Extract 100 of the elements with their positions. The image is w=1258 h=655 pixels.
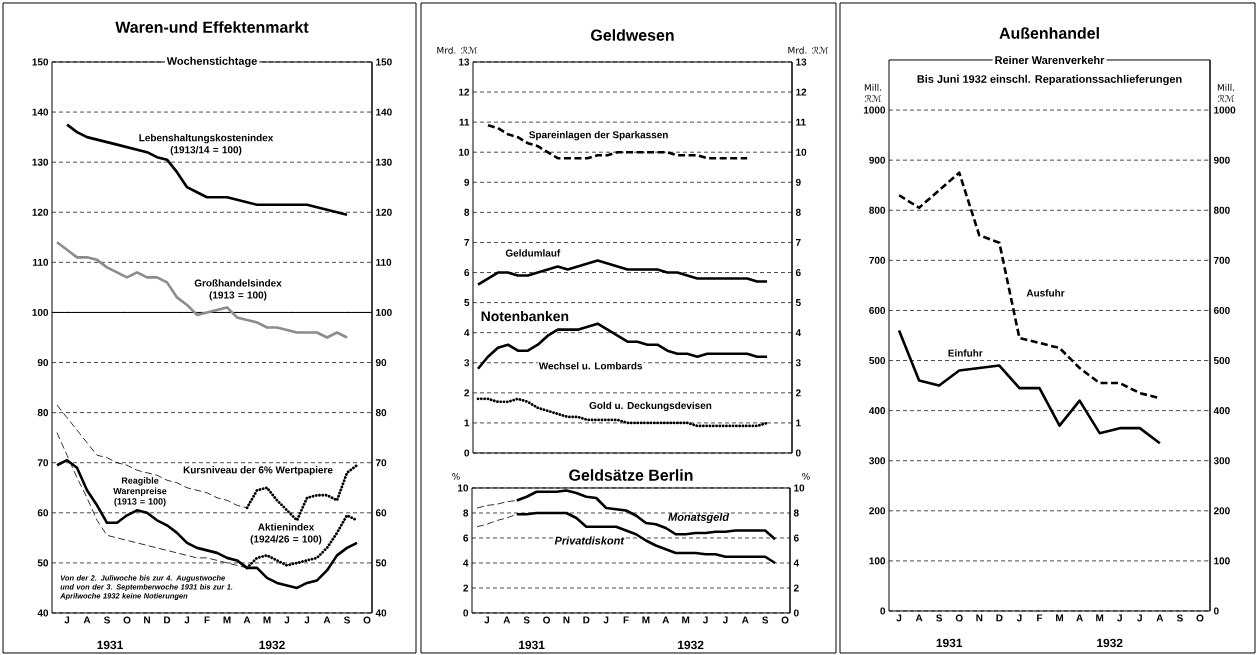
x-tick-label: J bbox=[603, 616, 609, 624]
x-tick-label: J bbox=[1137, 614, 1142, 622]
y2-tick-label: 0 bbox=[1213, 607, 1219, 615]
series-label: Ausfuhr bbox=[1026, 289, 1065, 297]
y2-tick-label: 130 bbox=[376, 158, 392, 166]
x-tick-label: A bbox=[243, 616, 251, 624]
y2-tick-label: 110 bbox=[376, 258, 392, 266]
y-tick-label: 0 bbox=[464, 449, 470, 457]
y-tick-label: 8 bbox=[464, 208, 470, 216]
x-tick-label: J bbox=[304, 616, 310, 624]
x-tick-label: A bbox=[915, 614, 923, 622]
x-tick-label: S bbox=[762, 616, 769, 624]
y-tick-label: 40 bbox=[37, 609, 49, 617]
text: 1931 bbox=[519, 640, 545, 650]
y2-tick-label: 8 bbox=[793, 509, 799, 517]
y2-tick-label: 7 bbox=[795, 239, 801, 246]
series-label: Geldumlauf bbox=[505, 249, 561, 257]
annotation: Notenbanken bbox=[481, 311, 569, 322]
chart-title: Waren-und Effektenmarkt bbox=[115, 21, 309, 33]
y2-tick-label: 2 bbox=[793, 584, 799, 592]
x-tick-label: N bbox=[563, 616, 570, 624]
series-label: Aktienindex (1924/26 = 100) bbox=[250, 523, 322, 545]
text: 1932 bbox=[678, 640, 704, 650]
y2-tick-label: 200 bbox=[1213, 507, 1230, 515]
y-axis-title: % bbox=[452, 473, 460, 480]
x-tick-label: J bbox=[284, 616, 290, 624]
y-tick-label: 110 bbox=[33, 258, 49, 266]
series-label: Monatsgeld bbox=[668, 512, 730, 524]
y2-tick-label: 0 bbox=[795, 449, 801, 457]
series-label: Lebenshaltungskostenindex (1913/14 = 100) bbox=[139, 134, 274, 156]
y2-tick-label: 1 bbox=[796, 419, 801, 427]
y-tick-label: 5 bbox=[464, 299, 470, 307]
y-tick-label: 9 bbox=[464, 178, 470, 186]
y2-tick-label: 3 bbox=[795, 359, 801, 367]
x-tick-label: O bbox=[955, 614, 963, 622]
y2-tick-label: 100 bbox=[376, 308, 392, 316]
y-tick-label: 800 bbox=[869, 206, 886, 214]
x-tick-label: S bbox=[103, 616, 110, 624]
x-tick-label: S bbox=[936, 614, 943, 622]
y2-tick-label: 12 bbox=[796, 88, 807, 96]
y2-tick-label: 300 bbox=[1213, 457, 1230, 465]
y-tick-label: 70 bbox=[37, 459, 49, 467]
x-tick-label: N bbox=[976, 614, 983, 622]
x-tick-label: O bbox=[363, 616, 371, 624]
text: 1931 bbox=[97, 640, 123, 650]
series-label: Spareinlagen der Sparkassen bbox=[529, 131, 668, 141]
y2-tick-label: 500 bbox=[1213, 357, 1230, 365]
y2-tick-label: 900 bbox=[1213, 156, 1230, 164]
text: 1931 bbox=[936, 638, 963, 648]
x-tick-label: M bbox=[682, 616, 690, 624]
y-tick-label: 150 bbox=[32, 58, 49, 66]
chart-title: Geldsätze Berlin bbox=[569, 469, 693, 481]
x-tick-label: J bbox=[896, 614, 902, 622]
x-tick-label: J bbox=[722, 616, 728, 624]
x-tick-label: S bbox=[343, 616, 350, 624]
y-tick-label: 10 bbox=[459, 148, 470, 156]
x-tick-label: D bbox=[996, 614, 1003, 622]
y-tick-label: 4 bbox=[463, 559, 469, 567]
y2-tick-label: 8 bbox=[795, 208, 801, 216]
y-tick-label: 1 bbox=[464, 419, 470, 427]
x-tick-label: A bbox=[1076, 614, 1083, 622]
x-tick-label: J bbox=[64, 616, 70, 624]
y-tick-label: 8 bbox=[463, 509, 469, 517]
y2-tick-label: 60 bbox=[375, 509, 387, 517]
y-tick-label: 7 bbox=[464, 239, 470, 246]
y2-tick-label: 4 bbox=[793, 559, 800, 567]
y2-tick-label: 150 bbox=[376, 58, 392, 66]
text: 1932 bbox=[1097, 638, 1123, 648]
y2-tick-label: 2 bbox=[795, 389, 801, 397]
annotation: Bis Juni 1932 einschl. Reparationssachlieferungen bbox=[917, 74, 1182, 86]
y2-tick-label: 40 bbox=[375, 609, 387, 617]
y-tick-label: 2 bbox=[463, 584, 469, 592]
y-tick-label: 130 bbox=[32, 158, 49, 166]
y-tick-label: 600 bbox=[869, 306, 886, 314]
y2-tick-label: 5 bbox=[795, 299, 801, 307]
series-label: Einfuhr bbox=[948, 349, 983, 357]
series-label: Gold u. Deckungsdevisen bbox=[589, 401, 712, 412]
y-tick-label: 1000 bbox=[863, 106, 886, 114]
y2-tick-label: 90 bbox=[375, 359, 387, 367]
y2-tick-label: 11 bbox=[796, 118, 806, 126]
x-tick-label: O bbox=[123, 616, 131, 624]
y-tick-label: 120 bbox=[32, 208, 49, 216]
x-tick-label: A bbox=[83, 616, 91, 624]
x-tick-label: M bbox=[1096, 614, 1104, 622]
y2-tick-label: 600 bbox=[1213, 306, 1230, 314]
y-tick-label: 10 bbox=[458, 484, 469, 492]
series-label: Reagible Warenpreise (1913 = 100) bbox=[113, 477, 167, 507]
y2-tick-label: 120 bbox=[376, 208, 392, 216]
x-tick-label: J bbox=[1016, 614, 1022, 622]
y2-tick-label: 50 bbox=[375, 559, 387, 567]
y-tick-label: 300 bbox=[869, 457, 886, 465]
y-tick-label: 200 bbox=[869, 507, 886, 515]
x-tick-label: F bbox=[623, 616, 629, 624]
y2-tick-label: 70 bbox=[375, 459, 387, 467]
chart-subtitle: Reiner Warenverkehr bbox=[995, 55, 1105, 65]
y2-tick-label: 80 bbox=[375, 409, 387, 417]
y-tick-label: 6 bbox=[464, 269, 470, 277]
y2-tick-label: 10 bbox=[794, 484, 805, 492]
chart-title: Geldwesen bbox=[591, 29, 674, 41]
y2-tick-label: 4 bbox=[795, 329, 802, 337]
